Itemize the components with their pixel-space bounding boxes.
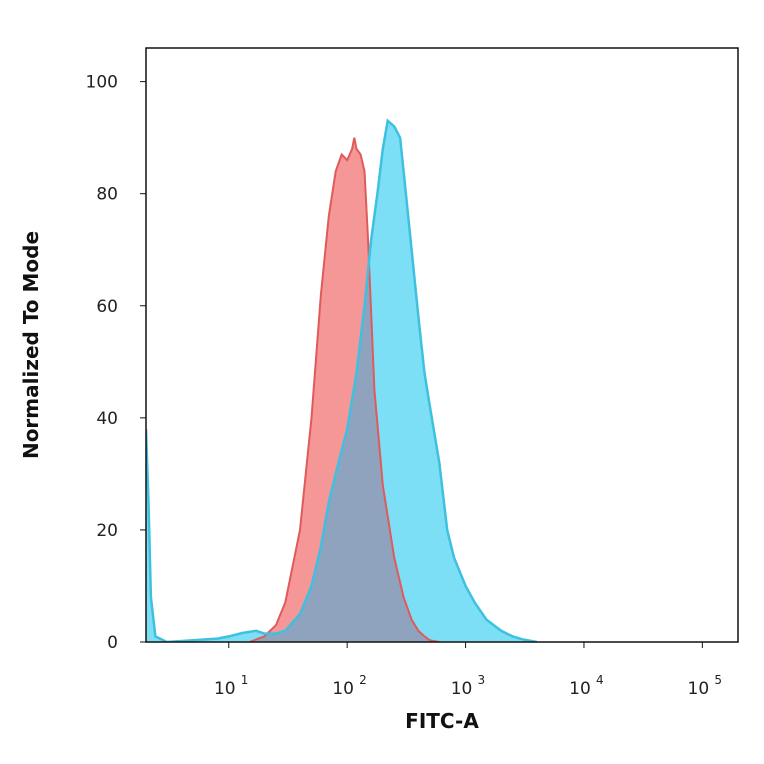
y-tick-label: 100: [86, 73, 118, 93]
x-axis-title: FITC-A: [405, 709, 479, 733]
x-tick-exponent: 4: [596, 673, 604, 687]
plot-frame: [145, 47, 739, 643]
y-tick-label: 60: [96, 297, 118, 317]
x-tick-label: 10: [688, 679, 710, 699]
x-tick-exponent: 2: [359, 673, 367, 687]
y-axis-title: Normalized To Mode: [19, 231, 43, 459]
y-tick-label: 20: [96, 521, 118, 541]
x-tick-label: 10: [214, 679, 236, 699]
y-tick-label: 80: [96, 185, 118, 205]
y-axis-ticks: 0 20 40 60 80 100: [86, 73, 146, 653]
x-tick-exponent: 1: [241, 673, 249, 687]
x-tick-label: 10: [332, 679, 354, 699]
series-blue-area: [146, 120, 537, 642]
x-tick-exponent: 3: [478, 673, 486, 687]
series-blue-line: [146, 118, 538, 642]
series-red-area: [249, 137, 440, 642]
x-tick-label: 10: [451, 679, 473, 699]
x-axis-ticks: 10 1 10 2 10 3 10 4 10 5: [214, 642, 722, 699]
y-tick-label: 0: [107, 633, 118, 653]
series-red-line: [249, 137, 440, 642]
x-tick-exponent: 5: [714, 673, 722, 687]
x-tick-label: 10: [569, 679, 591, 699]
y-tick-label: 40: [96, 409, 118, 429]
histogram-areas: [146, 118, 538, 642]
